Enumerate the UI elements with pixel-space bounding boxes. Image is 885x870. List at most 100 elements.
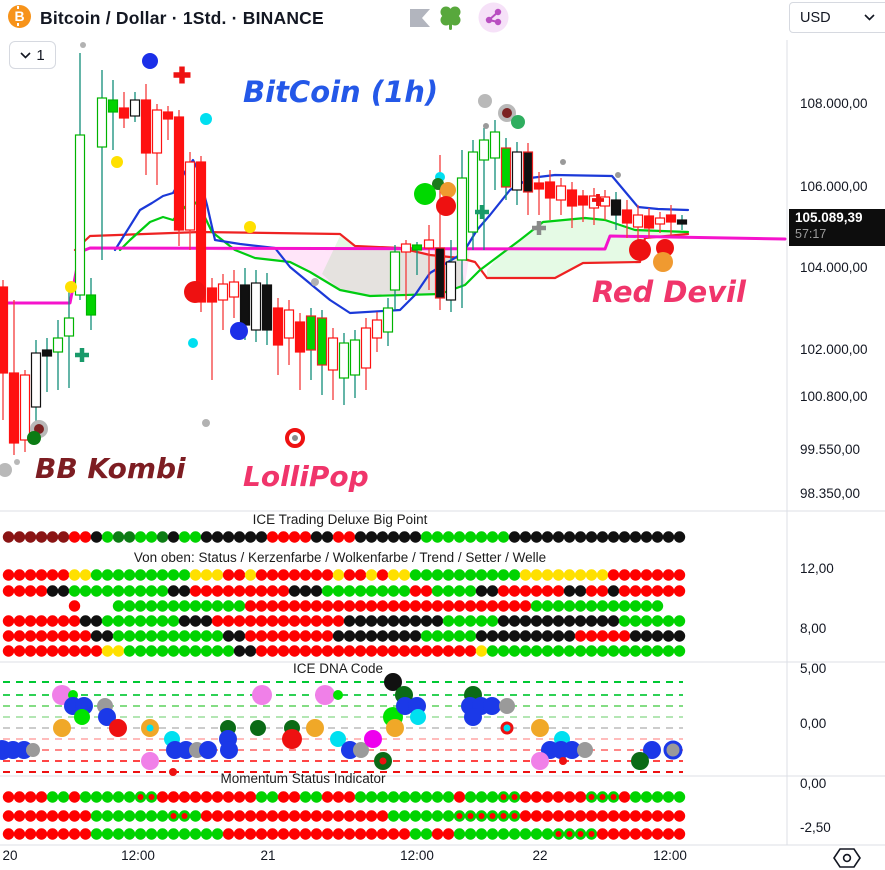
dot — [167, 585, 180, 597]
dot — [266, 645, 279, 657]
dot — [266, 585, 279, 597]
last-price: 105.089,39 — [795, 210, 863, 225]
dot — [420, 585, 433, 597]
dot-core — [181, 813, 188, 819]
dot — [387, 828, 400, 840]
dot — [101, 630, 114, 642]
dot — [13, 585, 26, 597]
dot — [629, 828, 642, 840]
dot — [530, 585, 543, 597]
dot — [376, 828, 389, 840]
dot — [35, 615, 48, 627]
clover-icon[interactable] — [436, 4, 464, 37]
price-label: 104.000,00 — [800, 260, 868, 275]
dot — [299, 585, 312, 597]
dot-core — [577, 831, 584, 837]
dot — [343, 828, 356, 840]
dot — [79, 531, 92, 543]
dot — [508, 585, 521, 597]
bitcoin-logo: B — [8, 5, 31, 28]
dot — [90, 531, 103, 543]
dot — [651, 569, 664, 581]
tenkan-green-line — [118, 198, 690, 298]
dot — [35, 531, 48, 543]
price-label: 99.550,00 — [800, 442, 861, 457]
symbol-title[interactable]: Bitcoin / Dollar · 1Std. · BINANCE — [40, 8, 324, 28]
dot — [475, 600, 488, 612]
dot — [2, 810, 15, 822]
dot — [442, 810, 455, 822]
dot — [46, 810, 59, 822]
dot — [629, 585, 642, 597]
candle-body — [151, 109, 163, 154]
dot — [244, 531, 257, 543]
dot — [200, 645, 213, 657]
dot — [420, 569, 433, 581]
dot — [552, 615, 565, 627]
candle-body — [665, 214, 677, 223]
dot — [442, 569, 455, 581]
dot — [365, 569, 378, 581]
orange-dot — [440, 182, 456, 198]
blue-dot — [142, 53, 158, 69]
dot — [354, 645, 367, 657]
dot — [68, 531, 81, 543]
dot — [398, 630, 411, 642]
gray-dot — [202, 419, 210, 427]
dot — [607, 645, 620, 657]
dot — [321, 569, 334, 581]
dot — [79, 810, 92, 822]
dna-dot — [199, 741, 217, 759]
dot — [552, 810, 565, 822]
dot — [662, 630, 675, 642]
dot — [662, 810, 675, 822]
candle-body — [400, 243, 412, 253]
dot — [299, 600, 312, 612]
dot — [618, 615, 631, 627]
timeframe-chip[interactable]: 1 — [9, 41, 56, 69]
dot — [101, 828, 114, 840]
dot — [57, 630, 70, 642]
currency-select[interactable]: USD — [789, 2, 885, 33]
dot — [112, 630, 125, 642]
dot — [68, 630, 81, 642]
dna-dot — [364, 730, 382, 748]
dot — [321, 645, 334, 657]
share-icon[interactable] — [478, 2, 509, 38]
dot — [387, 645, 400, 657]
dot — [134, 600, 147, 612]
indicator-axis-label: 12,00 — [800, 561, 834, 576]
dot — [530, 531, 543, 543]
timeframe-label: 1 — [36, 46, 45, 64]
dot — [178, 645, 191, 657]
big-point-title: ICE Trading Deluxe Big Point — [252, 512, 428, 527]
bar-countdown: 57:17 — [795, 227, 827, 241]
dot-core — [478, 813, 485, 819]
dot — [68, 615, 81, 627]
dot — [233, 585, 246, 597]
dot — [310, 828, 323, 840]
dot — [13, 810, 26, 822]
dot — [420, 791, 433, 803]
dot — [563, 810, 576, 822]
dot — [79, 585, 92, 597]
dot — [57, 810, 70, 822]
chart-label-bb-kombi: BB Kombi — [35, 452, 186, 485]
dot — [156, 828, 169, 840]
dot — [189, 791, 202, 803]
dot — [288, 630, 301, 642]
flag-icon[interactable] — [409, 8, 431, 33]
dot — [398, 828, 411, 840]
dot — [442, 615, 455, 627]
yellow-dot — [244, 221, 256, 233]
dot-core — [566, 831, 573, 837]
chart-properties-icon[interactable] — [832, 847, 862, 870]
dot — [343, 615, 356, 627]
dot — [123, 791, 136, 803]
indicator-axis-label: -2,50 — [800, 820, 831, 835]
candle-body — [489, 131, 501, 159]
dot — [365, 585, 378, 597]
dot — [343, 531, 356, 543]
dot — [387, 585, 400, 597]
